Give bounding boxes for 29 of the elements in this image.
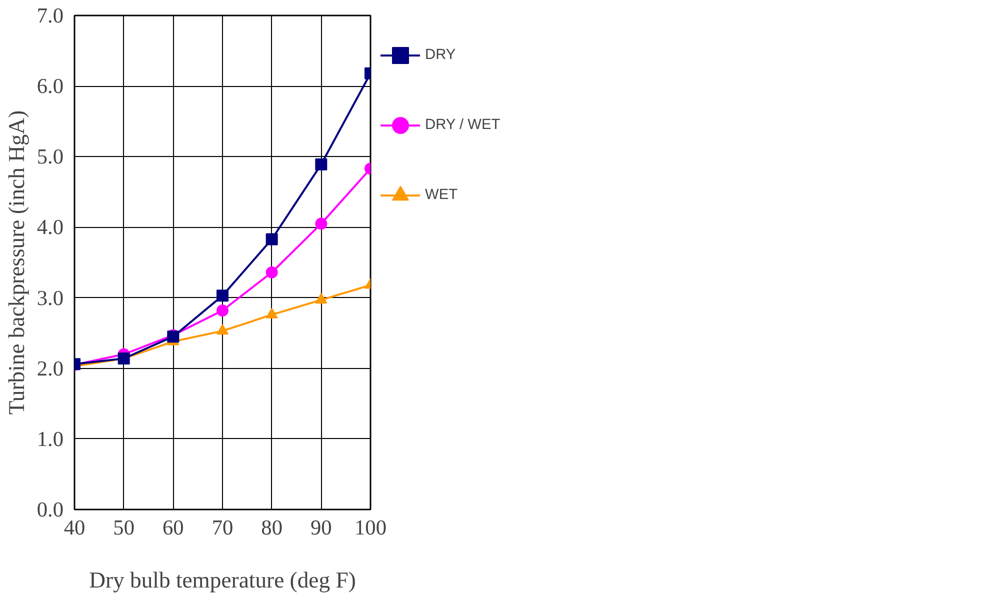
x-axis-title: Dry bulb temperature (deg F)	[89, 568, 356, 592]
point	[315, 218, 328, 230]
point	[216, 290, 228, 302]
x-tick-label: 50	[113, 516, 134, 540]
x-tick-label: 70	[212, 516, 234, 540]
y-tick-label: 2.0	[36, 356, 64, 380]
point	[266, 308, 278, 318]
x-tick-label: 80	[261, 516, 282, 540]
x-tick-label: 40	[64, 516, 86, 540]
y-tick-label: 4.0	[36, 215, 64, 240]
y-tick-label: 5.0	[36, 144, 64, 169]
point	[266, 233, 278, 246]
x-tick-label: 60	[162, 516, 184, 540]
x-tick-label: 100	[354, 516, 387, 540]
x-tick-label: 90	[310, 516, 332, 540]
point	[216, 324, 228, 335]
legend-label: DRY	[425, 46, 456, 65]
y-tick-label: 0.0	[36, 498, 64, 522]
legend-label: WET	[425, 186, 458, 205]
y-tick-label: 3.0	[36, 286, 64, 310]
y-tick-label: 1.0	[36, 426, 64, 451]
y-axis-title: Turbine backpressure (inch HgA)	[4, 110, 29, 415]
y-tick-label: 6.0	[36, 74, 64, 98]
legend-label: DRY / WET	[425, 116, 500, 135]
y-tick-label: 7.0	[36, 4, 64, 28]
point	[315, 293, 328, 304]
point	[216, 304, 228, 316]
point	[315, 158, 328, 170]
point	[266, 266, 278, 278]
